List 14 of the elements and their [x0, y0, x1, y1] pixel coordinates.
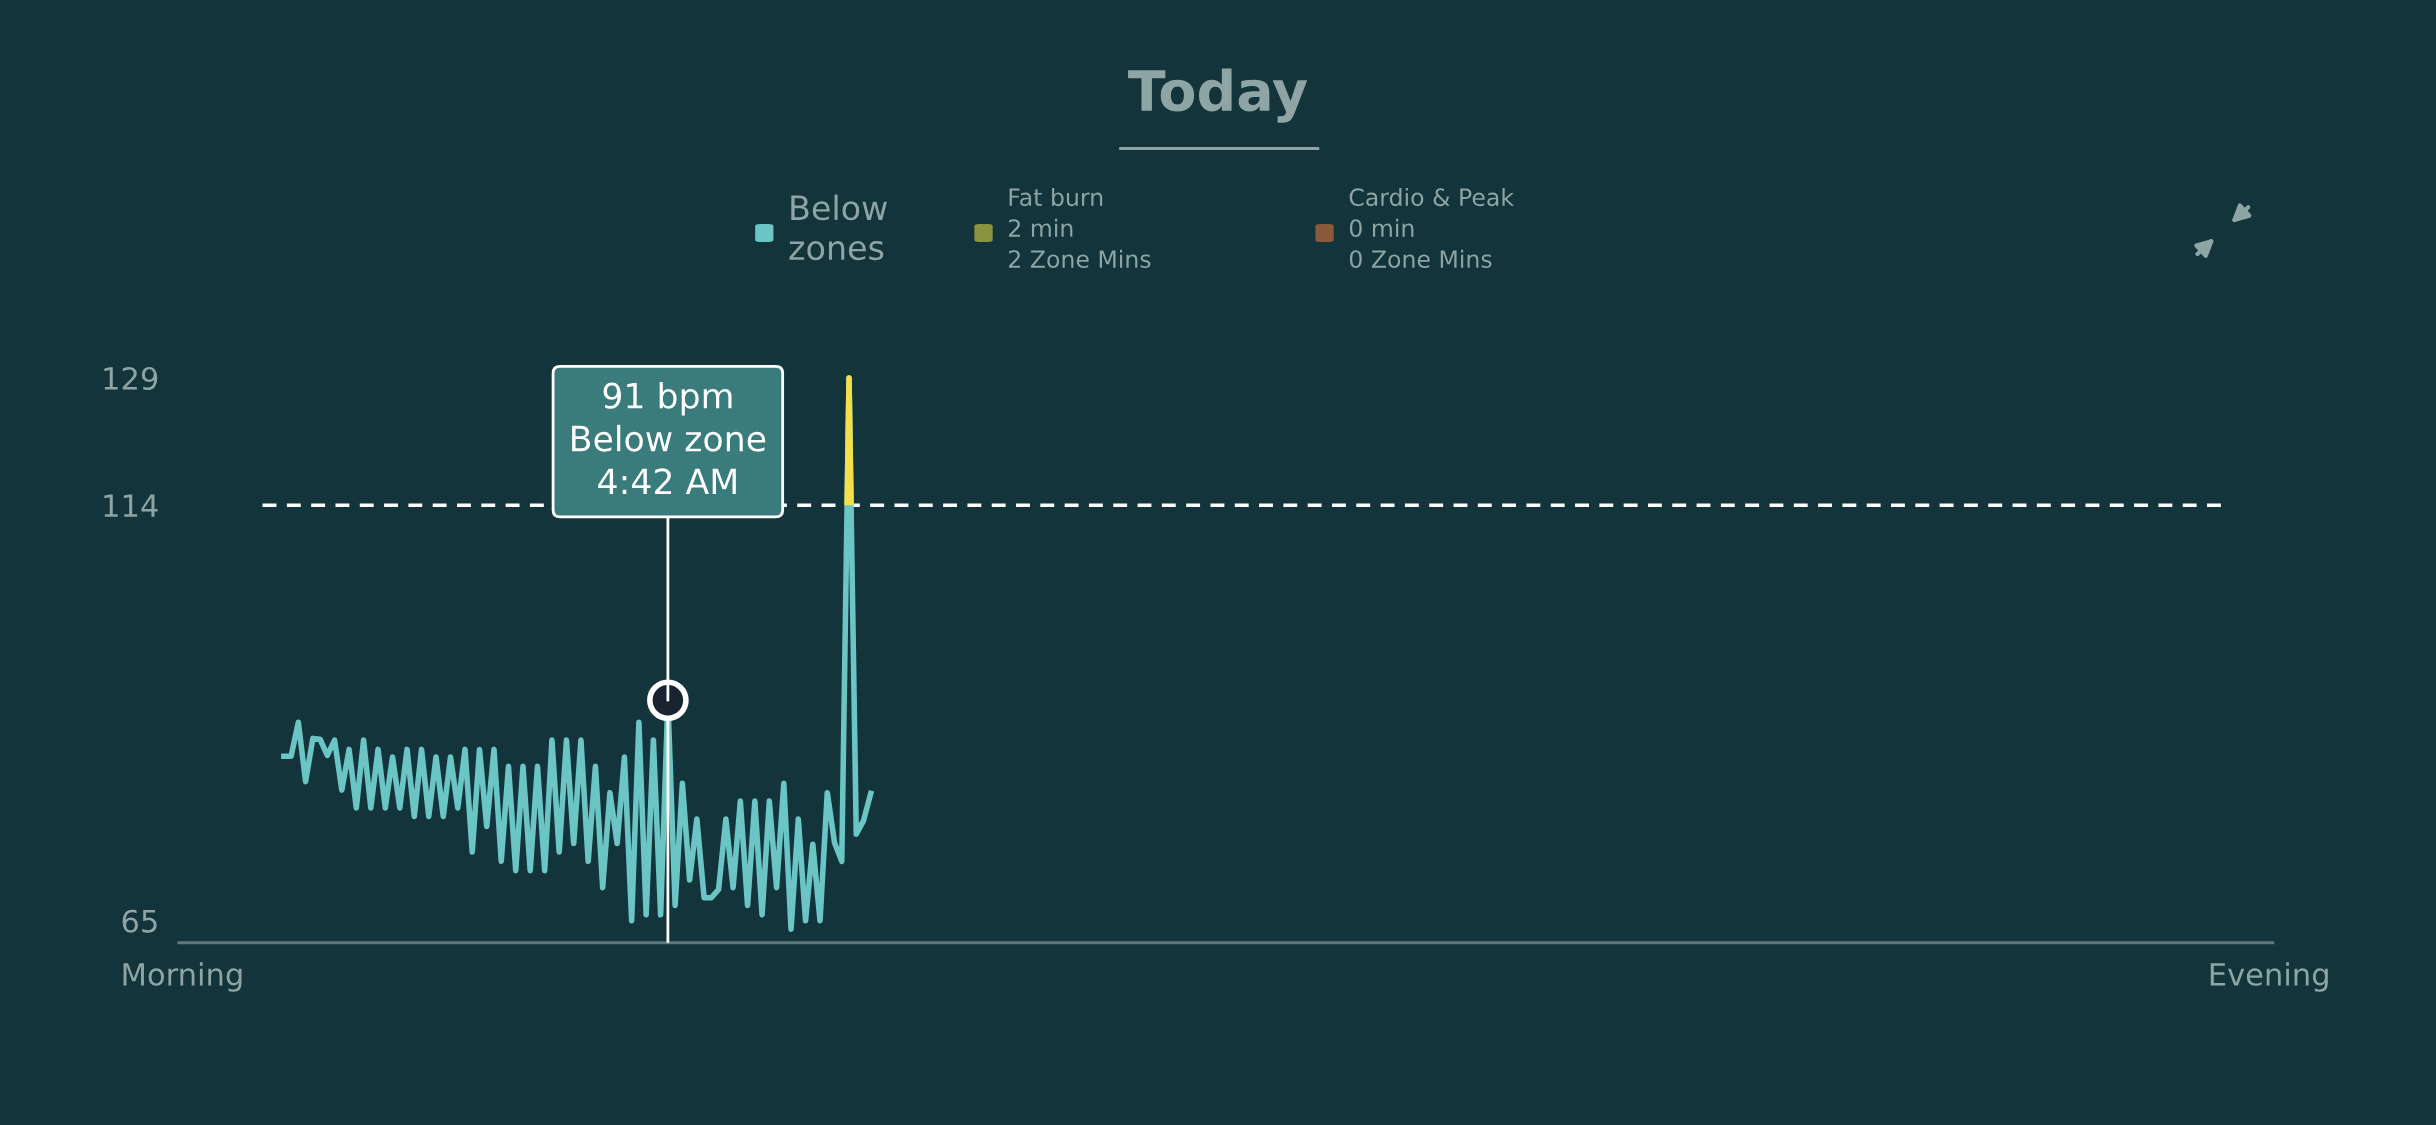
y-tick-label: 114	[104, 494, 158, 517]
x-tick-label: Morning	[123, 962, 242, 992]
legend-label: Below zones	[789, 194, 887, 261]
y-tick-label: 129	[104, 366, 158, 391]
text: 2 min	[1009, 218, 1073, 237]
chart-title: Today	[1128, 68, 1308, 123]
text: 0 min	[1349, 218, 1414, 238]
annotation: 91 bpm Below zone 4:42 AM	[572, 381, 766, 495]
text: Cardio & Peak	[1349, 187, 1514, 207]
x-tick-label: Evening	[2210, 962, 2328, 992]
y-tick-label: 65	[122, 909, 157, 933]
text: Fat burn	[1009, 187, 1103, 207]
text: 0 Zone Mins	[1349, 249, 1492, 268]
text: 2 Zone Mins	[1009, 249, 1151, 268]
